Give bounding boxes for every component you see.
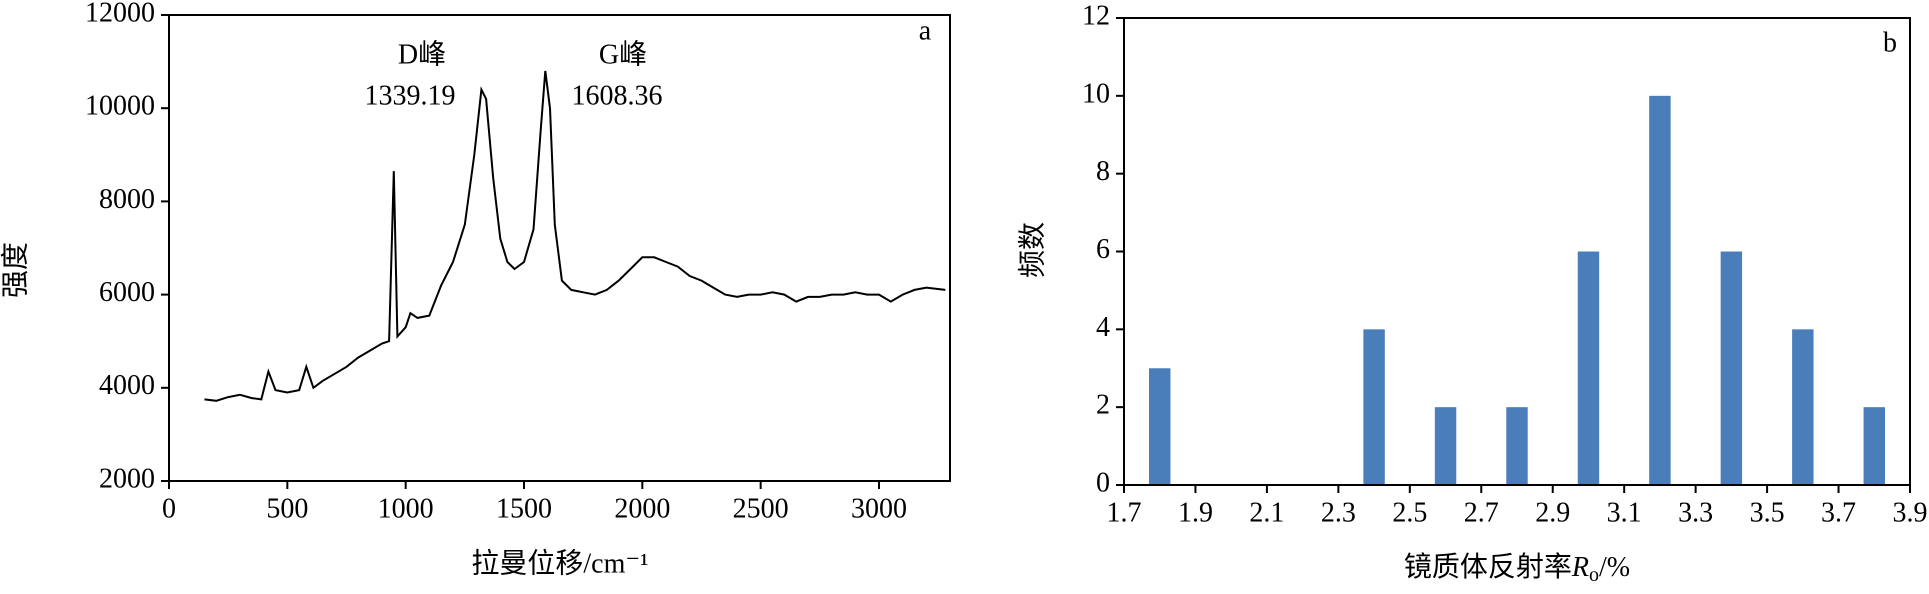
y-tick-label: 8 (1096, 156, 1110, 187)
annotation: 1339.19 (365, 80, 456, 111)
x-tick-label: 3000 (851, 493, 907, 524)
y-tick-label: 10000 (85, 91, 155, 122)
bar (1649, 95, 1671, 485)
x-tick-label: 1.9 (1178, 497, 1213, 528)
x-axis-label-part: R (1571, 552, 1589, 583)
x-tick-label: 3.5 (1750, 497, 1785, 528)
x-axis-label: 拉曼位移/cm⁻¹ (471, 547, 648, 579)
annotation: 1608.36 (572, 80, 663, 111)
y-axis-label: 强度 (0, 242, 31, 298)
y-tick-label: 6 (1096, 234, 1110, 265)
x-tick-label: 2.9 (1535, 497, 1570, 528)
bar (1792, 329, 1814, 485)
x-tick-label: 2.7 (1464, 497, 1499, 528)
x-tick-label: 3.7 (1821, 497, 1856, 528)
x-axis-label: 镜质体反射率Ro/% (1404, 551, 1630, 585)
x-tick-label: 2000 (614, 493, 670, 524)
x-tick-label: 500 (266, 493, 308, 524)
y-tick-label: 4000 (99, 370, 155, 401)
y-tick-label: 6000 (99, 277, 155, 308)
y-tick-label: 0 (1096, 467, 1110, 498)
y-tick-label: 12 (1082, 0, 1110, 31)
spectrum-line (204, 70, 946, 402)
bar (1720, 251, 1743, 485)
y-tick-label: 4 (1096, 312, 1110, 343)
x-axis-label-part: o (1589, 564, 1599, 586)
x-axis-label-part: /% (1599, 552, 1630, 583)
x-tick-label: 1000 (378, 493, 434, 524)
x-axis-label-part: 镜质体反射率 (1404, 551, 1572, 583)
x-tick-label: 3.1 (1607, 497, 1642, 528)
x-tick-label: 3.3 (1678, 497, 1713, 528)
y-axis-label: 频数 (1016, 222, 1048, 278)
y-tick-label: 8000 (99, 184, 155, 215)
x-tick-label: 2.3 (1321, 497, 1356, 528)
y-tick-label: 10 (1082, 78, 1110, 109)
x-tick-label: 0 (162, 493, 176, 524)
panel-label: a (919, 15, 932, 46)
x-tick-label: 1500 (496, 493, 552, 524)
annotation: G峰 (599, 38, 647, 70)
x-tick-label: 2.1 (1249, 497, 1284, 528)
y-tick-label: 12000 (85, 0, 155, 28)
bar (1363, 329, 1385, 485)
panel-label: b (1883, 27, 1897, 58)
annotation: D峰 (398, 38, 446, 70)
x-tick-label: 1.7 (1107, 497, 1142, 528)
bar (1506, 407, 1528, 485)
x-tick-label: 3.9 (1893, 497, 1928, 528)
x-tick-label: 2.5 (1392, 497, 1427, 528)
bar (1863, 407, 1885, 485)
plot-frame (1123, 17, 1911, 486)
plot-frame (168, 14, 951, 482)
x-tick-label: 2500 (733, 493, 789, 524)
bar (1577, 251, 1600, 485)
y-tick-label: 2 (1096, 390, 1110, 421)
bar (1434, 407, 1457, 485)
y-tick-label: 2000 (99, 463, 155, 494)
bar (1149, 368, 1171, 485)
